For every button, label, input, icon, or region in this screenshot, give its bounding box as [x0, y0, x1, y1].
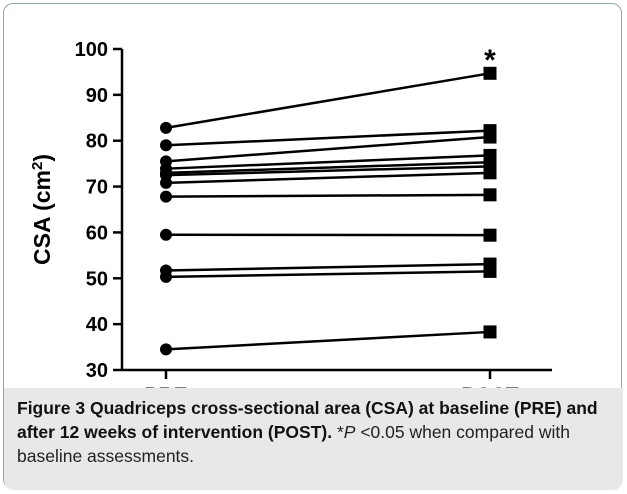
significance-asterisk: * — [484, 44, 496, 77]
post-point — [483, 130, 497, 144]
figure-panel: 30 40 50 60 70 80 90 100 PRE POST CSA (cm2) * Figur… — [3, 3, 623, 490]
caption-note: <0.05 when compared with baseline assess… — [17, 422, 570, 466]
subject-line — [165, 165, 491, 177]
caption-title: Quadriceps cross-sectional area (CSA) at… — [17, 398, 598, 442]
post-point — [483, 264, 497, 278]
post-point — [483, 325, 497, 339]
y-tick-label: 30 — [86, 360, 108, 382]
caption-p-symbol: P — [343, 422, 356, 442]
pre-point — [160, 343, 172, 356]
chart: 30 40 50 60 70 80 90 100 PRE POST CSA (cm2) * — [29, 39, 552, 388]
caption-note-marker: * — [336, 422, 344, 442]
pre-point — [160, 176, 172, 189]
subject-line — [165, 129, 491, 147]
subject-line — [165, 161, 491, 175]
y-tick-label: 90 — [86, 85, 108, 107]
pre-point — [160, 139, 172, 152]
caption-figure-label: Figure 3 — [17, 398, 86, 418]
y-axis-title: CSA (cm2) — [29, 154, 56, 265]
subject-line — [165, 193, 491, 198]
subject-line — [165, 330, 491, 351]
subject-line — [165, 135, 491, 163]
subject-line — [165, 171, 491, 185]
figure-caption: Figure 3 Quadriceps cross-sectional area… — [4, 388, 623, 490]
post-point — [483, 166, 497, 180]
y-tick-label: 80 — [86, 131, 108, 153]
pre-point — [160, 228, 172, 241]
y-tick-label: 40 — [86, 314, 108, 336]
subject-line — [165, 154, 491, 170]
post-point — [483, 66, 497, 80]
pre-point — [160, 270, 172, 283]
y-tick-label: 60 — [86, 222, 108, 244]
y-tick-label: 100 — [75, 39, 108, 61]
pre-point — [160, 190, 172, 203]
post-point — [483, 188, 497, 202]
post-point — [483, 228, 497, 242]
subject-line — [165, 270, 491, 279]
subject-line — [165, 262, 491, 272]
x-tick-label: PRE — [144, 384, 187, 388]
y-tick-label: 70 — [86, 177, 108, 199]
pre-point — [160, 121, 172, 134]
y-tick-label: 50 — [86, 268, 108, 290]
subject-line — [165, 72, 491, 130]
x-tick-label: POST — [461, 384, 518, 388]
